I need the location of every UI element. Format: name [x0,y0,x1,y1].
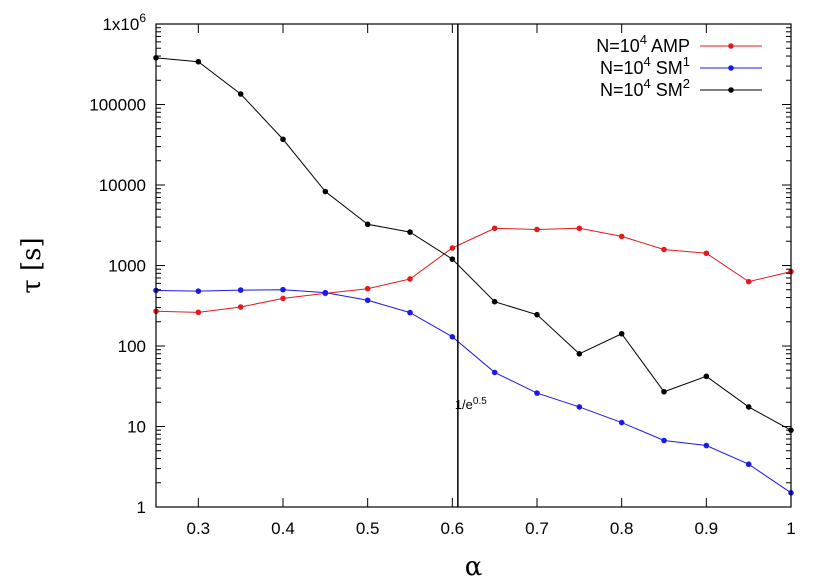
data-point-1 [491,225,498,232]
x-tick-label: 0.5 [356,519,380,538]
data-point-1 [576,225,583,232]
data-point-3 [364,221,371,228]
data-point-2 [745,461,752,468]
legend-swatch-point-3 [728,87,734,93]
data-point-3 [661,388,667,395]
data-point-1 [407,276,413,282]
data-point-2 [364,297,371,304]
data-point-2 [280,286,286,293]
y-tick-label: 100 [118,337,146,356]
data-point-2 [534,390,540,396]
legend-swatch-point-2 [728,65,734,71]
data-point-3 [491,298,498,305]
y-tick-label: 1 [137,498,146,517]
data-point-2 [576,404,583,410]
y-tick-label: 10000 [99,176,146,195]
data-point-1 [661,246,667,253]
y-tick-label: 10 [127,418,146,437]
data-point-1 [745,278,752,285]
data-point-3 [280,136,286,143]
x-axis: 0.3 0.4 0.5 0.6 0.7 0.8 0.9 1 [187,24,796,538]
data-point-1 [449,245,456,251]
data-point-1 [195,309,202,316]
data-point-3 [618,330,625,337]
x-tick-label: 0.4 [271,519,295,538]
x-axis-label: α [465,552,483,581]
legend-entry-3: N=104 SM2 [600,76,690,100]
annotations: 1/e0.5 [455,24,487,507]
series-line-3 [155,57,792,431]
y-axis: 1 10 100 1000 10000 100000 1x106 [89,11,791,517]
data-point-2 [491,369,498,376]
x-tick-label: 1 [786,519,795,538]
data-point-1 [280,295,286,302]
data-point-3 [745,404,752,410]
data-point-2 [237,287,244,293]
y-tick-label: 100000 [89,96,146,115]
y-axis-label: τ [s] [17,237,47,293]
data-point-3 [449,256,456,262]
data-point-2 [618,419,625,426]
data-point-2 [661,437,667,444]
data-point-2 [195,288,202,294]
data-point-3 [576,351,583,357]
data-point-1 [237,304,244,310]
data-point-3 [407,229,413,235]
data-point-3 [703,373,710,380]
data-point-2 [449,334,456,340]
x-tick-label: 0.9 [695,519,719,538]
data-point-1 [703,250,710,257]
data-point-1 [618,233,625,240]
legend-entry-1: N=104 AMP [596,32,690,56]
y-tick-label: 1x106 [102,11,146,34]
series-line-2 [155,289,792,494]
data-point-3 [195,58,202,65]
reference-line-label: 1/e0.5 [455,396,487,412]
y-tick-label: 1000 [108,257,146,276]
legend-swatch-point-1 [728,43,734,49]
data-point-1 [534,226,540,233]
x-tick-label: 0.3 [187,519,211,538]
data-point-3 [534,311,540,318]
x-tick-label: 0.8 [610,519,634,538]
data-point-2 [703,442,710,449]
x-tick-label: 0.6 [441,519,465,538]
data-point-2 [407,309,413,316]
data-point-1 [364,285,371,292]
series-line-1 [155,227,792,313]
legend-entry-2: N=104 SM1 [600,54,690,78]
plot-area [153,55,794,496]
data-point-3 [237,91,244,97]
data-point-2 [322,289,329,296]
data-point-3 [322,188,329,195]
x-tick-label: 0.7 [525,519,549,538]
